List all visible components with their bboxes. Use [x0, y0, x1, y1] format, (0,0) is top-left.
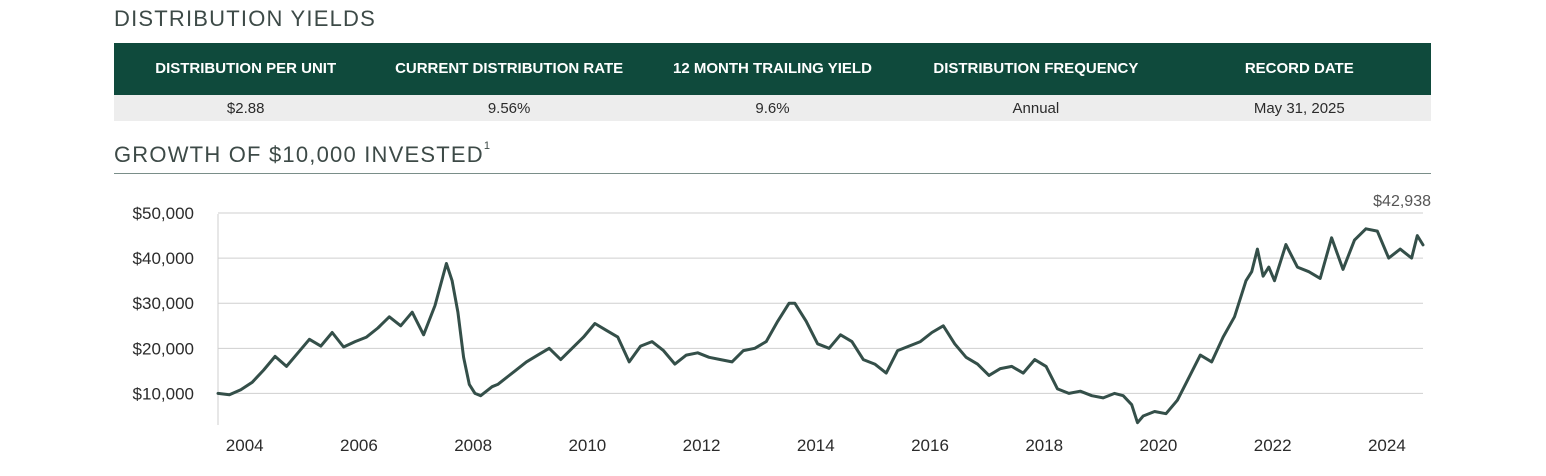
- column-header-distribution-frequency: DISTRIBUTION FREQUENCY: [904, 43, 1168, 95]
- end-value-label: $42,938: [1373, 193, 1431, 210]
- section-divider: [114, 173, 1431, 174]
- x-tick-label: 2008: [454, 436, 492, 455]
- series-line: [216, 227, 1425, 425]
- x-tick-label: 2012: [683, 436, 721, 455]
- y-tick-label: $40,000: [133, 249, 194, 268]
- column-header-current-distribution-rate: CURRENT DISTRIBUTION RATE: [377, 43, 641, 95]
- y-tick-label: $50,000: [133, 204, 194, 223]
- growth-title: GROWTH OF $10,000 INVESTED1: [114, 140, 492, 168]
- y-tick-label: $20,000: [133, 339, 194, 358]
- x-tick-label: 2016: [911, 436, 949, 455]
- distribution-frequency-value: Annual: [904, 95, 1168, 121]
- column-header-record-date: RECORD DATE: [1167, 43, 1431, 95]
- x-tick-label: 2010: [568, 436, 606, 455]
- growth-title-text: GROWTH OF $10,000 INVESTED: [114, 142, 484, 167]
- distribution-yields-title: DISTRIBUTION YIELDS: [114, 6, 376, 31]
- distribution-per-unit-value: $2.88: [114, 95, 378, 121]
- x-tick-label: 2006: [340, 436, 378, 455]
- column-header-distribution-per-unit: DISTRIBUTION PER UNIT: [114, 43, 378, 95]
- record-date-value: May 31, 2025: [1167, 95, 1431, 121]
- x-tick-label: 2020: [1140, 436, 1178, 455]
- y-tick-label: $30,000: [133, 294, 194, 313]
- y-tick-label: $10,000: [133, 384, 194, 403]
- x-tick-label: 2018: [1025, 436, 1063, 455]
- x-tick-label: 2014: [797, 436, 835, 455]
- x-tick-label: 2022: [1254, 436, 1292, 455]
- x-tick-label: 2024: [1368, 436, 1406, 455]
- distribution-table-header: DISTRIBUTION PER UNIT CURRENT DISTRIBUTI…: [114, 43, 1431, 95]
- table-row: $2.88 9.56% 9.6% Annual May 31, 2025: [114, 95, 1431, 121]
- trailing-yield-value: 9.6%: [640, 95, 905, 121]
- distribution-table: DISTRIBUTION PER UNIT CURRENT DISTRIBUTI…: [114, 43, 1431, 121]
- growth-title-footnote: 1: [483, 140, 492, 152]
- current-distribution-rate-value: 9.56%: [377, 95, 641, 121]
- x-tick-label: 2004: [226, 436, 264, 455]
- column-header-trailing-yield: 12 MONTH TRAILING YIELD: [640, 43, 905, 95]
